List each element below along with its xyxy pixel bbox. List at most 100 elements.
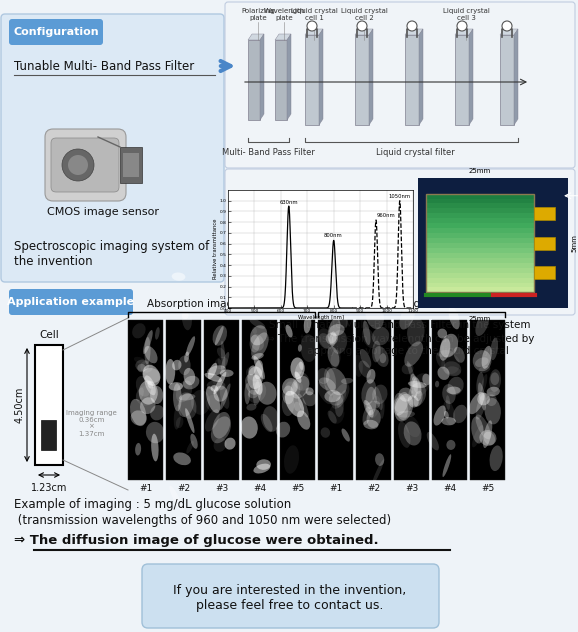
Ellipse shape (395, 394, 413, 422)
Ellipse shape (399, 303, 415, 329)
Ellipse shape (317, 382, 332, 404)
Circle shape (357, 21, 367, 31)
Ellipse shape (253, 464, 271, 473)
Ellipse shape (447, 377, 464, 395)
Ellipse shape (360, 349, 371, 368)
Bar (425, 253, 533, 258)
Bar (425, 288, 533, 293)
Ellipse shape (372, 327, 390, 345)
Bar (425, 243, 533, 248)
Polygon shape (305, 29, 323, 35)
Circle shape (68, 155, 88, 175)
Ellipse shape (130, 399, 146, 426)
Polygon shape (405, 29, 423, 35)
Ellipse shape (213, 325, 227, 346)
Ellipse shape (328, 317, 340, 343)
Ellipse shape (478, 382, 486, 410)
Text: #4: #4 (253, 484, 266, 493)
Ellipse shape (254, 356, 265, 379)
Ellipse shape (211, 416, 231, 443)
Ellipse shape (206, 386, 220, 413)
Text: Liquid crystal
cell 2: Liquid crystal cell 2 (340, 8, 387, 21)
Ellipse shape (214, 357, 228, 369)
Ellipse shape (214, 386, 228, 402)
Ellipse shape (423, 374, 431, 386)
Ellipse shape (186, 441, 194, 454)
Ellipse shape (335, 396, 344, 417)
Ellipse shape (183, 380, 191, 388)
Ellipse shape (217, 358, 223, 368)
Polygon shape (287, 34, 291, 120)
Bar (425, 228, 533, 233)
Text: 630nm: 630nm (280, 200, 298, 205)
Text: #1: #1 (329, 484, 342, 493)
Ellipse shape (173, 383, 181, 411)
Ellipse shape (443, 400, 455, 425)
Bar (123, 153, 139, 177)
Ellipse shape (449, 307, 460, 329)
Ellipse shape (176, 380, 192, 403)
FancyBboxPatch shape (225, 169, 575, 315)
Ellipse shape (475, 312, 489, 336)
Bar (425, 223, 533, 228)
Ellipse shape (435, 380, 439, 387)
Ellipse shape (191, 390, 210, 415)
Ellipse shape (206, 395, 222, 412)
Ellipse shape (329, 404, 344, 424)
Ellipse shape (298, 394, 309, 418)
Ellipse shape (325, 332, 338, 344)
Text: Tunable Multi- Band Pass Filter: Tunable Multi- Band Pass Filter (14, 60, 194, 73)
Ellipse shape (136, 387, 144, 401)
Text: If you are interested in the invention,
please feel free to contact us.: If you are interested in the invention, … (173, 584, 407, 612)
Ellipse shape (472, 425, 483, 447)
Bar (35, 345, 63, 465)
Ellipse shape (362, 328, 376, 348)
Ellipse shape (136, 376, 151, 397)
Ellipse shape (489, 369, 501, 392)
Ellipse shape (410, 374, 418, 398)
Ellipse shape (403, 486, 419, 495)
Ellipse shape (179, 394, 195, 401)
Ellipse shape (454, 347, 465, 363)
Ellipse shape (215, 326, 224, 345)
Ellipse shape (276, 422, 290, 437)
Circle shape (307, 21, 317, 31)
Text: Liquid crystal
cell 3: Liquid crystal cell 3 (443, 8, 490, 21)
Ellipse shape (444, 411, 449, 418)
Ellipse shape (295, 372, 301, 383)
Ellipse shape (434, 406, 446, 425)
Ellipse shape (256, 459, 271, 470)
Ellipse shape (306, 387, 314, 396)
Ellipse shape (490, 372, 499, 385)
Ellipse shape (442, 384, 456, 404)
Bar (166, 320, 201, 480)
Ellipse shape (365, 387, 377, 415)
Bar (455, 35, 469, 125)
Ellipse shape (324, 367, 336, 396)
Bar (120, 147, 142, 183)
Ellipse shape (438, 329, 447, 339)
Bar (128, 320, 163, 480)
Polygon shape (455, 29, 473, 35)
Ellipse shape (479, 366, 490, 373)
Ellipse shape (147, 382, 153, 389)
Ellipse shape (408, 383, 426, 406)
Ellipse shape (173, 453, 191, 465)
Ellipse shape (469, 392, 484, 414)
Ellipse shape (331, 349, 340, 369)
Ellipse shape (132, 323, 146, 338)
Ellipse shape (172, 272, 186, 281)
Ellipse shape (359, 360, 371, 378)
Text: Liquid crystal
cell 1: Liquid crystal cell 1 (291, 8, 338, 21)
Text: Application example: Application example (8, 297, 135, 307)
Ellipse shape (405, 341, 423, 367)
Text: ⇒ The transmission wavelength can be adjusted by
     applying a voltage to the : ⇒ The transmission wavelength can be adj… (266, 334, 534, 356)
Ellipse shape (224, 437, 236, 449)
Ellipse shape (473, 350, 491, 371)
Bar (242, 320, 277, 480)
Ellipse shape (368, 396, 380, 418)
Ellipse shape (286, 379, 303, 394)
Text: Absorption image at 1050 nm: Absorption image at 1050 nm (334, 299, 490, 309)
Ellipse shape (364, 400, 373, 418)
Ellipse shape (372, 459, 384, 485)
